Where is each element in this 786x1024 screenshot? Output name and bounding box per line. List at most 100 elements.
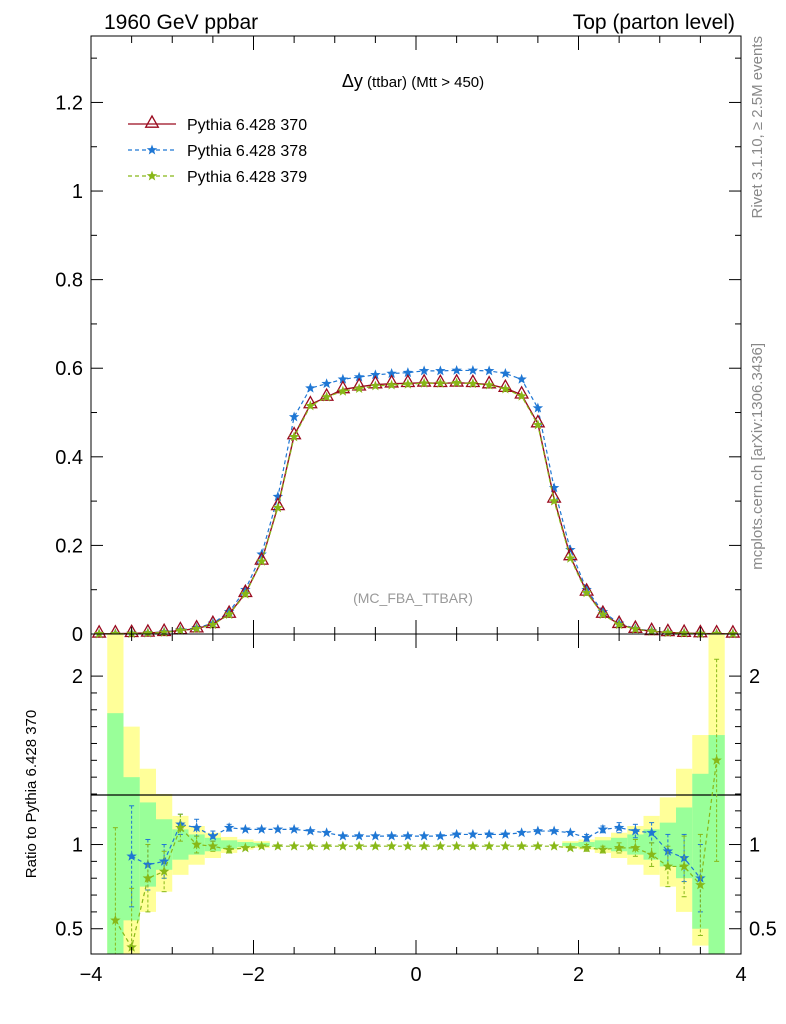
ratio-point-1-36 — [695, 879, 706, 890]
ratio-point-0-28 — [581, 832, 592, 843]
title-rest: (ttbar) (Mtt > 450) — [363, 74, 484, 91]
ratio-xtick-label: 4 — [735, 964, 746, 986]
ratio-point-1-0 — [110, 914, 121, 925]
ratio-ytick-label-left: 2 — [72, 666, 83, 688]
point-2-33 — [630, 623, 641, 634]
point-0-39 — [725, 624, 741, 638]
ratio-point-1-10 — [272, 840, 284, 851]
legend-entry-2: Pythia 6.428 379 — [128, 169, 307, 186]
point-1-23 — [467, 364, 479, 375]
ratio-ytick-label-left: 1 — [72, 835, 83, 857]
ratio-point-1-3 — [158, 865, 170, 876]
point-2-26 — [516, 390, 527, 401]
ratio-point-1-16 — [370, 840, 381, 851]
ratio-ytick-label-right: 0.5 — [749, 919, 777, 941]
point-0-21 — [432, 373, 448, 388]
ratio-ylabel: Ratio to Pythia 6.428 370 — [23, 710, 40, 878]
ratio-point-1-31 — [613, 842, 625, 853]
ratio-point-1-14 — [337, 840, 349, 851]
ratio-point-1-22 — [467, 840, 479, 851]
point-2-28 — [548, 495, 560, 506]
point-2-38 — [711, 628, 722, 639]
watermark-text: (MC_FBA_TTBAR) — [353, 590, 473, 606]
legend: Pythia 6.428 370 Pythia 6.428 378 Pythia 6… — [128, 114, 307, 186]
ratio-point-1-27 — [548, 840, 560, 851]
ratio-point-0-5 — [207, 830, 219, 841]
point-1-21 — [435, 365, 446, 376]
ratio-point-1-7 — [223, 844, 235, 855]
point-1-19 — [402, 367, 414, 378]
ratio-point-1-11 — [288, 840, 300, 851]
ratio-point-0-8 — [256, 823, 267, 834]
point-0-0 — [91, 624, 107, 638]
ratio-point-1-8 — [240, 842, 251, 853]
point-0-6 — [189, 619, 205, 633]
ratio-point-1-34 — [662, 860, 674, 871]
ratio-point-0-20 — [451, 828, 462, 839]
point-1-26 — [516, 373, 527, 384]
ratio-point-0-1 — [142, 859, 154, 870]
main-panel: 0 0.2 0.4 0.6 0.8 1 1.2 (MC_FBA_TTBAR) Δy (ttb… — [55, 35, 742, 646]
point-2-30 — [581, 587, 592, 598]
ratio-point-0-22 — [483, 828, 495, 839]
legend-marker — [144, 114, 160, 128]
ratio-point-0-31 — [630, 825, 641, 836]
ratio-point-1-29 — [581, 842, 592, 853]
main-ytick-label: 0.4 — [55, 447, 83, 469]
ratio-point-0-6 — [223, 822, 235, 833]
point-1-16 — [353, 371, 365, 382]
ratio-point-0-7 — [240, 823, 251, 834]
ratio-series-0 — [126, 805, 706, 913]
main-ytick-label: 1 — [72, 181, 83, 203]
ratio-point-0-29 — [597, 823, 609, 834]
ratio-point-0-17 — [402, 830, 414, 841]
ratio-point-0-11 — [305, 825, 316, 836]
point-1-27 — [532, 402, 544, 413]
ratio-point-0-2 — [158, 855, 170, 866]
ratio-point-1-17 — [386, 840, 397, 851]
ratio-point-0-14 — [353, 830, 365, 841]
point-1-11 — [272, 491, 284, 502]
point-1-14 — [321, 378, 332, 389]
point-2-32 — [613, 619, 625, 630]
ratio-point-0-15 — [370, 830, 381, 841]
ratio-point-1-35 — [678, 860, 690, 871]
ratio-xtick-label: 2 — [573, 964, 584, 986]
ratio-point-0-4 — [191, 822, 202, 833]
title-symbol: Δy — [342, 71, 363, 91]
ratio-point-0-13 — [337, 830, 349, 841]
main-ytick-label: 1.2 — [55, 92, 83, 114]
point-2-6 — [191, 623, 202, 634]
point-2-1 — [110, 628, 121, 639]
ratio-point-0-21 — [467, 828, 479, 839]
point-1-28 — [548, 482, 560, 493]
ratio-point-1-15 — [353, 840, 365, 851]
ratio-point-0-25 — [532, 825, 544, 836]
legend-label: Pythia 6.428 378 — [187, 143, 307, 160]
ratio-point-1-30 — [597, 844, 609, 855]
point-0-24 — [481, 375, 497, 389]
point-2-35 — [662, 627, 674, 638]
ratio-point-1-18 — [402, 840, 414, 851]
point-0-20 — [416, 373, 432, 387]
legend-entry-0: Pythia 6.428 370 — [128, 114, 307, 134]
point-1-17 — [370, 369, 381, 380]
point-0-36 — [676, 623, 692, 637]
point-2-27 — [532, 419, 544, 430]
legend-marker — [146, 144, 158, 155]
point-0-25 — [497, 378, 513, 393]
main-ytick-label: 0.2 — [55, 535, 83, 557]
ratio-point-0-33 — [662, 845, 674, 856]
point-2-15 — [337, 385, 349, 396]
point-1-13 — [305, 382, 316, 393]
legend-label: Pythia 6.428 379 — [187, 169, 307, 186]
point-0-8 — [221, 604, 237, 618]
point-2-24 — [483, 379, 495, 390]
ratio-line-0 — [131, 823, 701, 879]
point-2-23 — [467, 378, 479, 389]
point-2-14 — [321, 391, 332, 402]
main-ytick-label: 0 — [72, 624, 83, 646]
rivet-version-text: Rivet 3.1.10, ≥ 2.5M events — [749, 36, 766, 219]
point-2-29 — [565, 552, 576, 563]
point-2-8 — [223, 609, 235, 619]
